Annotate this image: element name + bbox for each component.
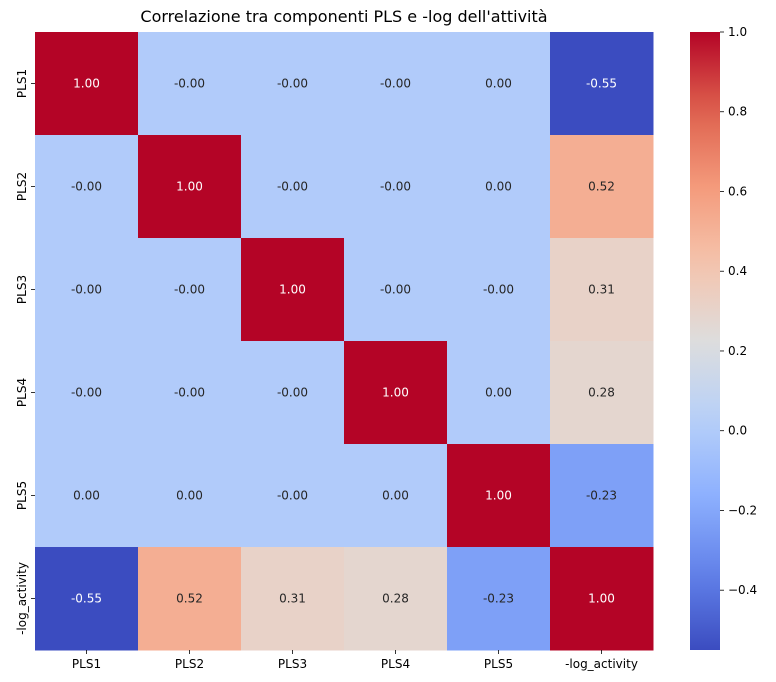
heatmap-cell: [447, 238, 551, 342]
heatmap-cell: [447, 444, 551, 548]
heatmap-cell: [550, 135, 654, 239]
heatmap-cell: [344, 32, 448, 136]
heatmap-cell: [344, 341, 448, 445]
heatmap-cell: [241, 547, 345, 651]
colorbar-tick-label: 0.6: [728, 184, 747, 198]
heatmap-cell: [241, 238, 345, 342]
chart-title: Correlazione tra componenti PLS e -log d…: [140, 7, 547, 26]
colorbar-tick-label: 0.0: [728, 424, 747, 438]
heatmap-cell: [138, 238, 242, 342]
heatmap-cell: [447, 547, 551, 651]
colorbar: [690, 32, 720, 650]
cell-value-label: 0.31: [279, 592, 306, 606]
cell-value-label: 0.00: [485, 386, 512, 400]
cell-value-label: -0.00: [174, 77, 205, 91]
heatmap-cell: [447, 341, 551, 445]
cell-value-label: 1.00: [382, 386, 409, 400]
row-tick-labels: PLS1 PLS2 PLS3 PLS4 PLS5 -log_activity: [15, 69, 35, 635]
column-tick-label: PLS5: [484, 657, 513, 671]
cell-value-label: -0.00: [380, 180, 411, 194]
heatmap-cell: [35, 341, 139, 445]
colorbar-tick-label: 0.2: [728, 344, 747, 358]
cell-value-label: 0.52: [176, 592, 203, 606]
heatmap-cell: [550, 547, 654, 651]
heatmap-cell: [138, 547, 242, 651]
heatmap-cell: [550, 341, 654, 445]
row-tick-label: PLS1: [15, 69, 29, 98]
cell-value-label: -0.00: [71, 386, 102, 400]
heatmap-cell: [550, 238, 654, 342]
cell-value-label: -0.00: [277, 386, 308, 400]
cell-value-label: 0.31: [588, 283, 615, 297]
colorbar-tick-label: −0.4: [728, 583, 757, 597]
heatmap-cell: [344, 547, 448, 651]
heatmap-cell: [241, 341, 345, 445]
colorbar-tick-label: −0.2: [728, 503, 757, 517]
heatmap-cell: [138, 32, 242, 136]
heatmap-cell: [344, 135, 448, 239]
heatmap-cell: [35, 32, 139, 136]
heatmap-cell: [241, 32, 345, 136]
cell-value-label: 0.00: [485, 77, 512, 91]
heatmap-cell: [35, 444, 139, 548]
heatmap-cell: [447, 32, 551, 136]
colorbar-tick-label: 0.4: [728, 264, 747, 278]
column-tick-label: -log_activity: [565, 657, 638, 671]
heatmap-cell: [138, 135, 242, 239]
heatmap-grid: 1.00 -0.00 -0.00 -0.00 0.00 -0.55 -0.00 1.00 -0.…: [35, 32, 654, 651]
cell-value-label: -0.00: [71, 283, 102, 297]
colorbar-tick-label: 0.8: [728, 105, 747, 119]
cell-value-label: -0.55: [71, 592, 102, 606]
column-tick-label: PLS2: [175, 657, 204, 671]
heatmap-cell: [35, 238, 139, 342]
cell-value-label: 1.00: [485, 489, 512, 503]
heatmap-cell: [35, 547, 139, 651]
column-tick-label: PLS4: [381, 657, 410, 671]
heatmap-cell: [550, 444, 654, 548]
heatmap-cell: [241, 444, 345, 548]
cell-value-label: -0.00: [380, 77, 411, 91]
cell-value-label: 1.00: [73, 77, 100, 91]
cell-value-label: 1.00: [279, 283, 306, 297]
cell-value-label: 0.00: [485, 180, 512, 194]
heatmap-cell: [138, 341, 242, 445]
row-tick-label: PLS3: [15, 275, 29, 304]
cell-value-label: 0.28: [382, 592, 409, 606]
cell-value-label: -0.00: [277, 180, 308, 194]
heatmap-cell: [550, 32, 654, 136]
cell-value-label: -0.00: [483, 283, 514, 297]
heatmap-cell: [344, 444, 448, 548]
heatmap-cell: [344, 238, 448, 342]
colorbar-tick-label: 1.0: [728, 25, 747, 39]
column-tick-label: PLS1: [72, 657, 101, 671]
cell-value-label: -0.00: [71, 180, 102, 194]
heatmap-cell: [241, 135, 345, 239]
heatmap-cell: [35, 135, 139, 239]
row-tick-label: PLS2: [15, 172, 29, 201]
cell-value-label: 1.00: [176, 180, 203, 194]
cell-value-label: -0.23: [586, 489, 617, 503]
cell-value-label: 0.28: [588, 386, 615, 400]
cell-value-label: -0.00: [174, 283, 205, 297]
row-tick-label: PLS4: [15, 378, 29, 407]
cell-value-label: 0.00: [176, 489, 203, 503]
heatmap-cell: [138, 444, 242, 548]
column-tick-labels: PLS1 PLS2 PLS3 PLS4 PLS5 -log_activity: [72, 650, 638, 671]
column-tick-label: PLS3: [278, 657, 307, 671]
cell-value-label: -0.00: [277, 489, 308, 503]
cell-value-label: -0.00: [174, 386, 205, 400]
cell-value-label: 1.00: [588, 592, 615, 606]
cell-value-label: -0.23: [483, 592, 514, 606]
cell-value-label: -0.55: [586, 77, 617, 91]
row-tick-label: -log_activity: [15, 562, 29, 635]
cell-value-label: -0.00: [380, 283, 411, 297]
heatmap-cell: [447, 135, 551, 239]
row-tick-label: PLS5: [15, 481, 29, 510]
cell-value-label: 0.00: [73, 489, 100, 503]
cell-value-label: 0.00: [382, 489, 409, 503]
colorbar-tick-labels: 1.0 0.8 0.6 0.4 0.2 0.0 −0.2 −0.4: [720, 25, 757, 597]
cell-value-label: -0.00: [277, 77, 308, 91]
cell-value-label: 0.52: [588, 180, 615, 194]
